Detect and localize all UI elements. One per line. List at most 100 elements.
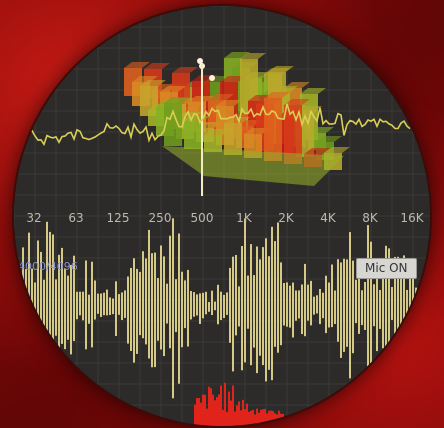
red-spectrum-bar <box>270 410 272 426</box>
red-spectrum-bar <box>252 409 254 426</box>
waveform-display <box>16 218 429 399</box>
waveform-bar <box>22 247 24 349</box>
waveform-bar <box>76 291 78 320</box>
waveform-bar <box>397 256 399 351</box>
red-spectrum-bar <box>256 408 258 426</box>
waveform-bar <box>73 255 75 341</box>
waveform-bar <box>115 281 117 336</box>
spectrum-3d-bar-top <box>240 53 266 59</box>
spectrum-3d-bar-top <box>172 67 198 73</box>
waveform-bar <box>79 291 81 316</box>
red-spectrum-bar <box>258 412 260 426</box>
spectrum-3d-bar-top <box>144 63 170 69</box>
waveform-bar <box>310 280 312 326</box>
spectrum-3d-bar-top <box>220 76 246 82</box>
red-spectrum-bar <box>206 408 208 426</box>
waveform-bar <box>328 282 330 328</box>
waveform-bar <box>334 290 336 324</box>
waveform-bar <box>313 296 315 315</box>
waveform-bar <box>259 259 261 356</box>
mic-toggle-button[interactable]: Mic ON <box>356 258 417 279</box>
waveform-bar <box>175 279 177 333</box>
waveform-bar <box>112 298 114 315</box>
waveform-bar <box>238 286 240 327</box>
waveform-bar <box>67 275 69 340</box>
waveform-bar <box>232 256 234 372</box>
waveform-bar <box>319 289 321 325</box>
spectrum-3d-bar-top <box>324 147 350 153</box>
waveform-bar <box>256 246 258 374</box>
waveform-bar <box>265 238 267 382</box>
waveform-bar <box>103 292 105 316</box>
waveform-bar <box>121 292 123 320</box>
waveform-bar <box>193 292 195 317</box>
spectrum-3d-bar-top <box>124 62 150 68</box>
spectrum-3d-bar <box>164 103 182 146</box>
waveform-bar <box>34 282 36 335</box>
red-spectrum-bar <box>260 409 262 426</box>
waveform-bar <box>214 301 216 311</box>
waveform-bar <box>100 293 102 317</box>
waveform-bar <box>169 235 171 349</box>
waveform-bar <box>46 221 48 370</box>
spectrum-3d-bar-top <box>244 128 270 134</box>
spectrum-3d-bar-top <box>304 148 330 154</box>
waveform-bar <box>274 241 276 347</box>
red-spectrum-bar <box>246 403 248 426</box>
waveform-bar <box>49 231 51 359</box>
red-spectrum-bar <box>280 413 282 426</box>
red-spectrum-bar <box>194 404 196 426</box>
spectrum-3d-bar-top <box>284 99 310 105</box>
freq-label-16k: 16K <box>400 211 424 225</box>
spectrum-3d-bar <box>184 122 202 149</box>
waveform-bar <box>280 262 282 346</box>
waveform-bar <box>406 289 408 318</box>
waveform-bar <box>421 295 423 315</box>
waveform-bar <box>370 241 372 363</box>
peak-marker <box>197 58 203 64</box>
red-spectrum-bar <box>228 391 230 426</box>
waveform-bar <box>142 251 144 339</box>
red-spectrum-bar <box>224 382 226 426</box>
red-spectrum-bar <box>222 409 224 426</box>
red-spectrum-bar <box>204 394 206 426</box>
red-spectrum-bar <box>238 401 240 426</box>
waveform-bar <box>28 232 30 365</box>
magnifier-lens: 32 63 125 250 500 1K 2K 4K 8K 16K 4000/4… <box>14 6 430 426</box>
waveform-bar <box>187 269 189 347</box>
waveform-bar <box>262 247 264 366</box>
red-spectrum-bar <box>248 411 250 426</box>
waveform-bar <box>415 287 417 327</box>
red-spectrum-fill <box>194 382 284 426</box>
waveform-bar <box>37 240 39 369</box>
waveform-bar <box>16 284 18 326</box>
waveform-bar <box>184 280 186 329</box>
red-spectrum-bar <box>236 405 238 426</box>
waveform-bar <box>181 271 183 348</box>
red-spectrum-bar <box>208 386 210 426</box>
waveform-bar <box>301 284 303 335</box>
analyzer-display <box>14 6 430 426</box>
waveform-bar <box>283 283 285 326</box>
red-spectrum-bar <box>274 413 276 426</box>
spectrum-3d-bar-graph <box>124 52 350 196</box>
red-spectrum-bar <box>200 402 202 426</box>
waveform-bar <box>373 284 375 327</box>
red-spectrum-bar <box>230 400 232 426</box>
red-spectrum-bar <box>278 410 280 426</box>
spectrum-3d-bar-top <box>160 86 186 92</box>
waveform-bar <box>130 268 132 351</box>
spectrum-3d-bar-top <box>268 66 294 72</box>
waveform-bar <box>61 247 63 344</box>
waveform-bar <box>226 292 228 315</box>
freq-label-32: 32 <box>26 211 42 225</box>
red-spectrum-bar <box>220 385 222 426</box>
waveform-bar <box>199 293 201 324</box>
waveform-bar <box>298 290 300 319</box>
spectrum-3d-bar-top <box>204 129 230 135</box>
waveform-bar <box>385 245 387 358</box>
waveform-bar <box>289 285 291 328</box>
waveform-bar <box>304 263 306 337</box>
waveform-bar <box>379 290 381 329</box>
spectrum-3d-bar-top <box>140 80 166 86</box>
